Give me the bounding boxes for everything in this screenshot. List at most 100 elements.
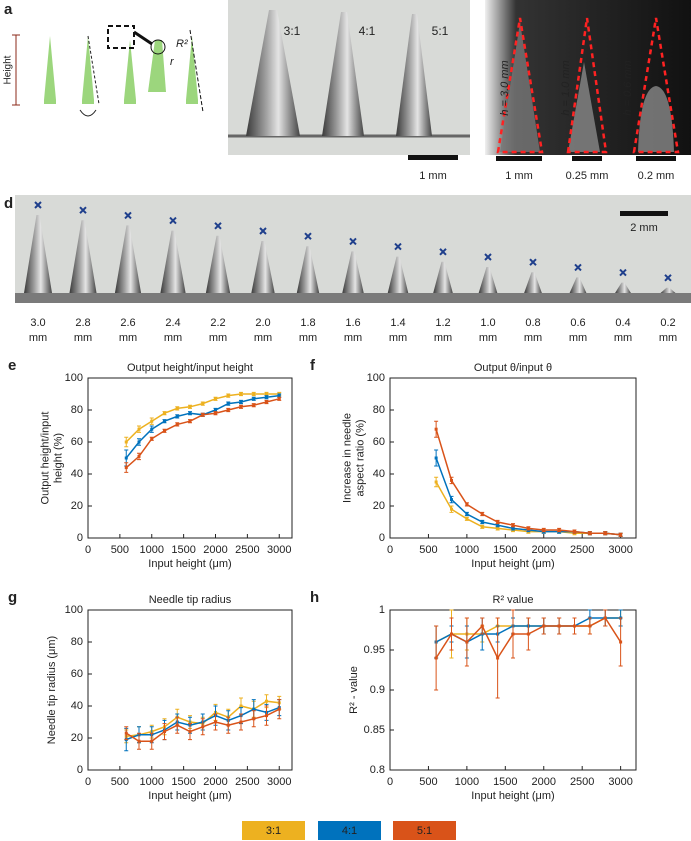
x-tick-label: 3000	[267, 776, 291, 788]
height-unit: mm	[74, 332, 92, 344]
point	[480, 512, 484, 516]
point	[252, 717, 256, 721]
marker	[79, 206, 87, 214]
point	[201, 725, 205, 729]
x-axis-label: Input height (μm)	[471, 790, 554, 802]
panel-b: b 1 mm	[228, 0, 470, 182]
height-unit: mm	[614, 332, 632, 344]
point	[175, 414, 179, 418]
needle-photo	[660, 287, 676, 293]
outline	[496, 17, 544, 154]
x-tick-label: 500	[111, 544, 129, 556]
y-axis-label: Increase in needleaspect ratio (%)	[341, 413, 366, 503]
point	[526, 632, 530, 636]
needle-photo	[524, 272, 542, 293]
needle-photo	[433, 261, 453, 293]
point	[226, 394, 230, 398]
x-tick-label: 2500	[235, 544, 259, 556]
point	[201, 402, 205, 406]
x-tick-label: 500	[111, 776, 129, 788]
marker	[439, 248, 447, 256]
point	[496, 520, 500, 524]
point	[511, 632, 515, 636]
point	[450, 632, 453, 636]
x-axis-label: Input height (μm)	[471, 558, 554, 570]
point	[124, 456, 128, 460]
point	[277, 394, 281, 398]
needle-photo	[568, 62, 600, 152]
point	[239, 400, 243, 404]
x-tick-label: 1500	[171, 776, 195, 788]
point	[480, 520, 484, 524]
series-line	[435, 457, 621, 536]
arc	[79, 109, 97, 117]
y-axis-label: R² - value	[348, 666, 360, 714]
y-tick-label: 80	[71, 404, 83, 416]
marker	[664, 274, 672, 282]
point	[265, 392, 268, 396]
needle-photo	[322, 12, 364, 136]
point	[588, 624, 592, 628]
height-value: 3.0	[30, 317, 45, 329]
scale-bar	[572, 156, 602, 161]
marker	[169, 216, 177, 225]
scale-label: 1 mm	[419, 170, 447, 182]
x-tick-label: 0	[387, 776, 393, 788]
y-tick-label: 0.85	[364, 724, 385, 736]
r2-label: R²	[176, 38, 188, 50]
panel-a: a Height r R²	[3, 1, 210, 117]
panel-label: g	[8, 589, 17, 606]
dashed-line	[87, 35, 100, 105]
y-tick-label: 80	[71, 636, 83, 648]
needle-photo	[569, 277, 587, 293]
point	[277, 707, 281, 711]
needle-photo	[638, 86, 674, 152]
panel-d: d 2 mm	[4, 195, 691, 303]
scale-label: 0.25 mm	[566, 170, 609, 182]
point	[450, 507, 453, 511]
point	[124, 731, 128, 735]
height-label: Height	[3, 55, 14, 84]
y-tick-label: 40	[373, 468, 385, 480]
point	[603, 531, 607, 535]
legend-swatch	[393, 821, 456, 840]
height-value: 1.4	[390, 317, 405, 329]
y-tick-label: 40	[71, 468, 83, 480]
panel-c: c	[485, 0, 691, 161]
plot-frame	[87, 377, 293, 539]
needle-photo	[251, 241, 275, 293]
point	[265, 714, 268, 718]
marker	[304, 232, 312, 240]
x-tick-label: 1000	[140, 544, 164, 556]
ratio-label: 3:1	[284, 24, 301, 38]
y-tick-label: 0.9	[370, 684, 385, 696]
point	[252, 403, 256, 407]
legend-swatch	[318, 821, 381, 840]
y-tick-label: 100	[367, 372, 385, 384]
x-tick-label: 0	[85, 776, 91, 788]
needle-shape	[112, 40, 148, 104]
point	[557, 528, 561, 532]
point	[450, 498, 453, 502]
x-tick-label: 2000	[203, 544, 227, 556]
point	[265, 400, 268, 404]
x-axis-label: Input height (μm)	[148, 558, 231, 570]
x-tick-label: 1000	[140, 776, 164, 788]
point	[619, 640, 623, 644]
height-value: 0.8	[525, 317, 540, 329]
point	[496, 526, 500, 530]
outline	[632, 17, 680, 154]
height-value: 1.6	[345, 317, 360, 329]
point	[239, 720, 243, 724]
needle-shape	[174, 36, 210, 104]
point	[201, 413, 205, 417]
ratio-label: 4:1	[359, 24, 376, 38]
r-label: r	[170, 56, 175, 68]
height-label: h = 3.0 mm	[499, 60, 511, 115]
height-unit: mm	[299, 332, 317, 344]
point	[496, 656, 500, 660]
scale-bar	[408, 155, 458, 160]
chart-title: R² value	[493, 594, 534, 606]
tip-circle	[150, 39, 166, 55]
point	[175, 422, 179, 426]
